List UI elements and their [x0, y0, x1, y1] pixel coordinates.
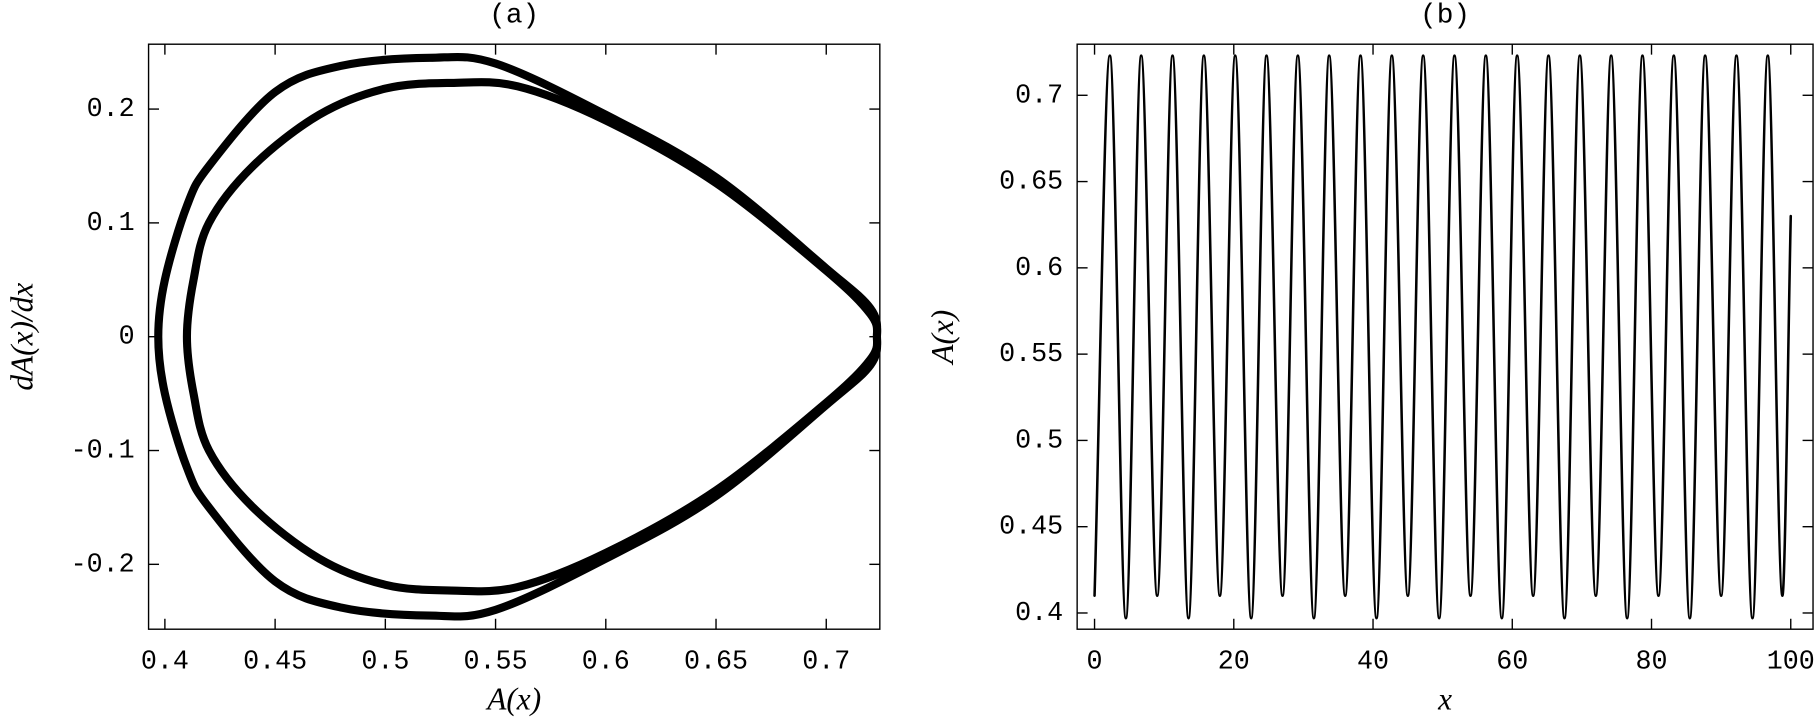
x-axis-label: x [1437, 682, 1452, 717]
y-tick-label: 0.55 [999, 340, 1063, 370]
x-tick-label: 60 [1496, 648, 1528, 678]
x-tick-label: 0.45 [243, 648, 307, 678]
y-tick-label: 0.4 [1015, 599, 1063, 629]
x-tick-label: 0.6 [582, 648, 630, 678]
x-tick-label: 0.5 [361, 648, 409, 678]
x-tick-label: 0 [1087, 648, 1103, 678]
x-tick-label: 0.55 [464, 648, 528, 678]
x-tick-label: 40 [1357, 648, 1389, 678]
panel: (b) x A(x) 0 20 40 60 80 100 0.4 0.45 0.5 0.55 0.6 0.6… [925, 1, 1815, 717]
x-axis-label: A(x) [485, 682, 541, 717]
x-tick-label: 80 [1635, 648, 1667, 678]
panel-title: (b) [1420, 1, 1470, 32]
y-tick-label: 0.65 [999, 168, 1063, 198]
y-axis-label: dA(x)/dx [5, 283, 40, 391]
y-tick-label: 0.1 [87, 209, 135, 239]
data-curve [182, 78, 882, 596]
data-curve [1093, 54, 1793, 620]
y-tick-label: 0 [119, 323, 135, 353]
y-tick-label: -0.2 [71, 550, 135, 580]
plot-frame [147, 43, 881, 630]
y-tick-label: 0.2 [87, 95, 135, 125]
panel: (a) A(x) dA(x)/dx 0.4 0.45 0.5 0.55 0.6 0.65 0.7 -… [5, 1, 882, 717]
x-tick-label: 0.7 [802, 648, 850, 678]
y-tick-label: 0.5 [1015, 426, 1063, 456]
y-tick-label: 0.7 [1015, 81, 1063, 111]
x-tick-label: 20 [1218, 648, 1250, 678]
y-tick-label: -0.1 [71, 437, 135, 467]
y-axis-label: A(x) [925, 310, 960, 366]
x-tick-label: 100 [1767, 648, 1815, 678]
panel-title: (a) [489, 1, 539, 32]
x-tick-label: 0.65 [684, 648, 748, 678]
plot-frame [1076, 43, 1814, 630]
x-tick-label: 0.4 [141, 648, 189, 678]
y-tick-label: 0.45 [999, 513, 1063, 543]
data-curve [154, 52, 882, 621]
y-tick-label: 0.6 [1015, 254, 1063, 284]
